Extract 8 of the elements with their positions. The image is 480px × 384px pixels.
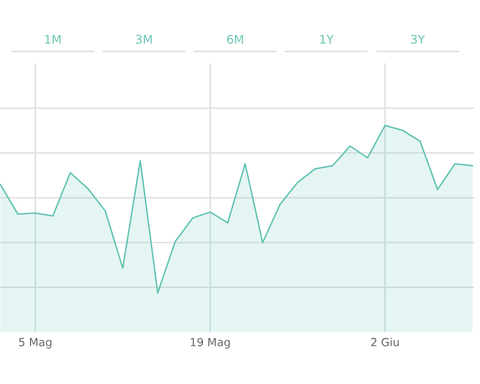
text: 3Y — [411, 34, 425, 44]
x-tick-label: 5 Mag — [19, 338, 52, 348]
text: 6M — [227, 34, 243, 44]
x-tick-label: 2 Giu — [371, 338, 399, 346]
text: 1Y — [320, 34, 334, 44]
x-tick-label: 19 Mag — [190, 338, 230, 348]
text: 1M — [45, 34, 60, 44]
text: 3M — [136, 34, 152, 44]
